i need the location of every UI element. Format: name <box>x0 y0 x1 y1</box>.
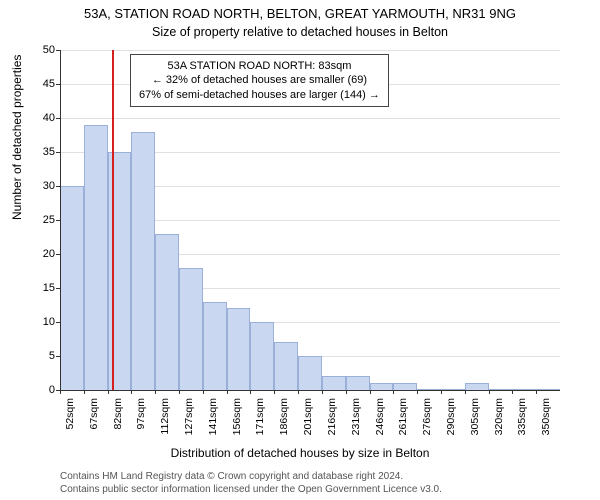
footer-line-1: Contains HM Land Registry data © Crown c… <box>60 471 442 484</box>
y-tick-label: 10 <box>25 316 55 328</box>
grid-line <box>60 50 560 51</box>
histogram-bar <box>274 342 298 390</box>
annotation-line: 67% of semi-detached houses are larger (… <box>139 88 380 102</box>
y-tick-label: 40 <box>25 112 55 124</box>
annotation-line: ← 32% of detached houses are smaller (69… <box>139 73 380 87</box>
histogram-bar <box>60 186 84 390</box>
y-tick-label: 20 <box>25 248 55 260</box>
chart-subtitle: Size of property relative to detached ho… <box>0 23 600 39</box>
y-axis-line <box>60 50 61 390</box>
histogram-bar <box>203 302 227 390</box>
footer-line-2: Contains public sector information licen… <box>60 484 442 497</box>
annotation-box: 53A STATION ROAD NORTH: 83sqm← 32% of de… <box>130 54 389 107</box>
y-tick-label: 45 <box>25 78 55 90</box>
y-axis-label: Number of detached properties <box>10 55 24 220</box>
annotation-line: 53A STATION ROAD NORTH: 83sqm <box>139 59 380 73</box>
histogram-bar <box>179 268 203 390</box>
y-tick-label: 30 <box>25 180 55 192</box>
histogram-bar <box>322 376 346 390</box>
plot-area: 53A STATION ROAD NORTH: 83sqm← 32% of de… <box>60 50 560 390</box>
x-axis-line <box>60 390 560 391</box>
histogram-bar <box>131 132 155 390</box>
footer-attribution: Contains HM Land Registry data © Crown c… <box>60 471 442 496</box>
histogram-bar <box>393 383 417 390</box>
chart-title: 53A, STATION ROAD NORTH, BELTON, GREAT Y… <box>0 0 600 23</box>
histogram-bar <box>155 234 179 390</box>
histogram-bar <box>298 356 322 390</box>
x-axis-label: Distribution of detached houses by size … <box>0 446 600 460</box>
histogram-bar <box>346 376 370 390</box>
y-tick-label: 15 <box>25 282 55 294</box>
histogram-bar <box>465 383 489 390</box>
y-tick-label: 35 <box>25 146 55 158</box>
y-tick-label: 50 <box>25 44 55 56</box>
reference-line <box>112 50 114 390</box>
grid-line <box>60 118 560 119</box>
histogram-bar <box>227 308 251 390</box>
y-tick-label: 0 <box>25 384 55 396</box>
histogram-bar <box>370 383 394 390</box>
y-tick-label: 5 <box>25 350 55 362</box>
histogram-bar <box>250 322 274 390</box>
histogram-bar <box>84 125 108 390</box>
y-tick-label: 25 <box>25 214 55 226</box>
